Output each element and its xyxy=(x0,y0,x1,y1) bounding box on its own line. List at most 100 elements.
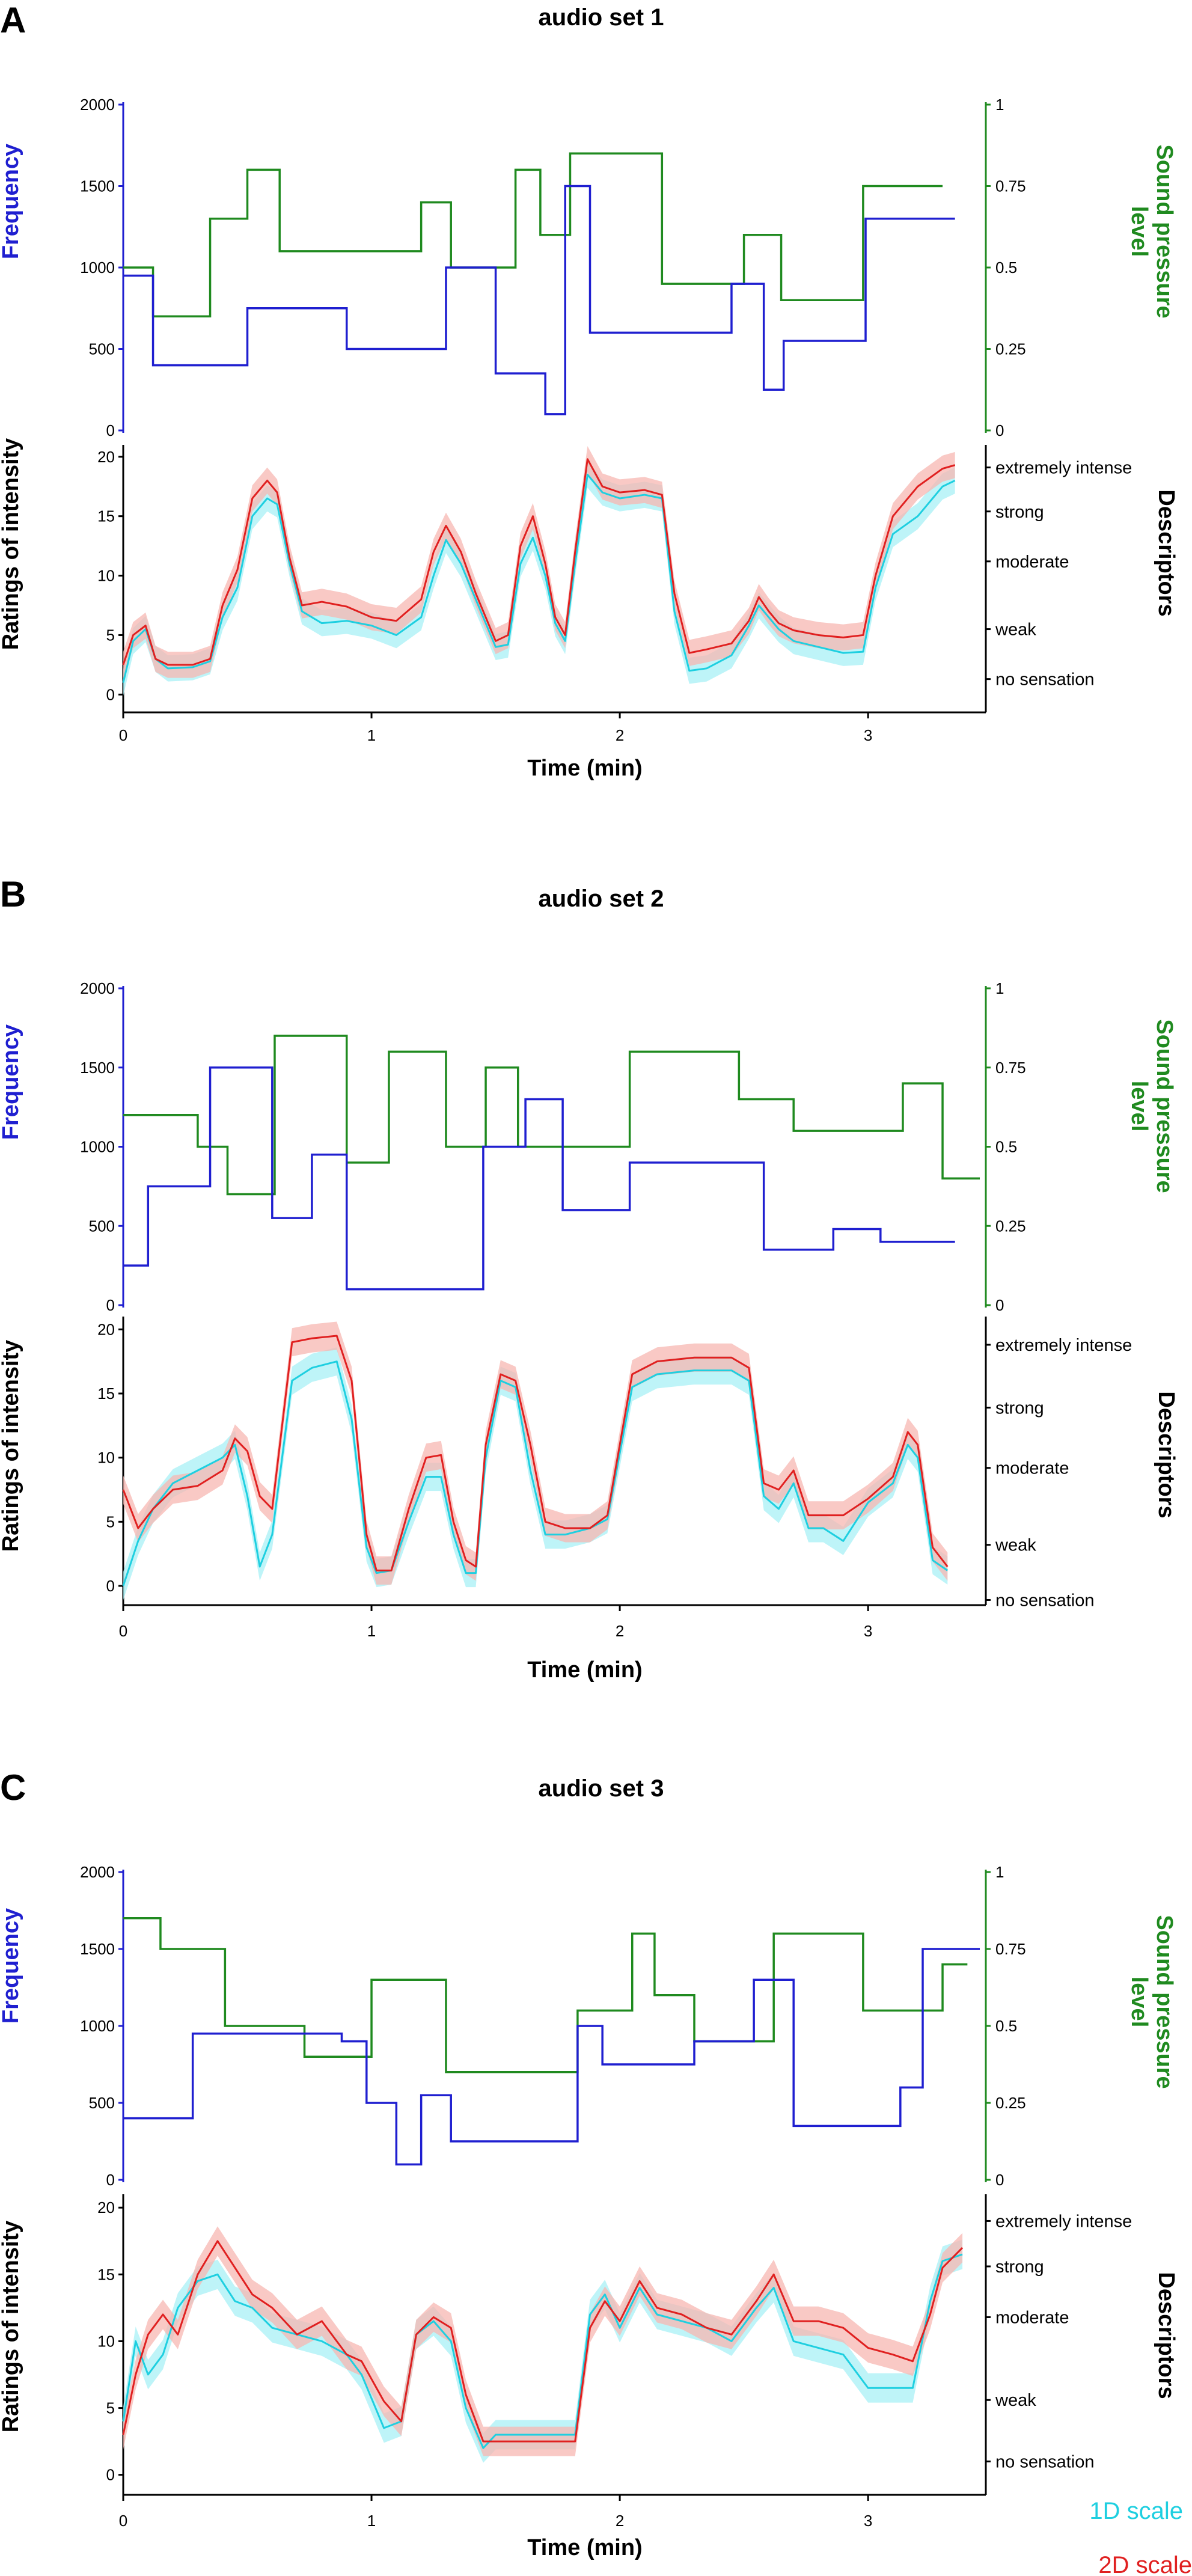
descriptors-axis-title: Descriptors xyxy=(1154,489,1179,616)
descriptor-label: strong xyxy=(995,2257,1044,2277)
frequency-tick-label: 1000 xyxy=(80,1138,115,1156)
spl-axis-title-line1: Sound pressure xyxy=(1152,144,1177,318)
panel-c: C audio set 3 050010001500200000.250.50.… xyxy=(0,1767,1179,2560)
rating-line-2d xyxy=(122,2240,964,2443)
spl-tick-label: 0.75 xyxy=(995,177,1026,195)
rating-line-1d xyxy=(122,473,956,683)
spl-tick-label: 1 xyxy=(995,96,1004,114)
spl-step-line xyxy=(123,1035,980,1196)
frequency-axis-title: Frequency xyxy=(0,1024,23,1140)
spl-tick-label: 0.25 xyxy=(995,340,1026,358)
time-tick-label: 2 xyxy=(616,2512,624,2530)
ratings-tick-label: 20 xyxy=(97,1320,115,1338)
time-tick-label: 1 xyxy=(367,2512,376,2530)
spl-tick-label: 0.25 xyxy=(995,1217,1026,1235)
panel-b: B audio set 2 050010001500200000.250.50.… xyxy=(0,874,1179,1683)
ratings-tick-label: 10 xyxy=(97,2332,115,2350)
descriptor-label: weak xyxy=(995,2391,1036,2410)
spl-tick-label: 1 xyxy=(995,979,1004,997)
rating-line-2d xyxy=(122,458,956,666)
panel-title: audio set 3 xyxy=(539,1775,664,1802)
panel-letter: A xyxy=(0,0,26,40)
panel-title: audio set 1 xyxy=(539,4,664,31)
frequency-tick-label: 1000 xyxy=(80,2017,115,2035)
spl-tick-label: 0 xyxy=(995,1296,1004,1314)
spl-tick-label: 0.5 xyxy=(995,2017,1017,2035)
frequency-tick-label: 500 xyxy=(89,2094,115,2112)
time-tick-label: 1 xyxy=(367,726,376,744)
spl-tick-label: 0 xyxy=(995,2171,1004,2189)
spl-axis-title-line1: Sound pressure xyxy=(1152,1915,1177,2088)
legend-1d-scale: 1D scale xyxy=(1089,2498,1183,2524)
rating-line-2d xyxy=(122,1335,949,1571)
ratings-tick-label: 0 xyxy=(106,1577,115,1595)
descriptor-label: extremely intense xyxy=(995,459,1132,478)
ratings-tick-label: 5 xyxy=(106,1513,115,1531)
spl-step-line xyxy=(123,1917,968,2073)
frequency-tick-label: 0 xyxy=(106,1296,115,1314)
legend-2d-scale: 2D scale xyxy=(1098,2552,1192,2576)
spl-tick-label: 0 xyxy=(995,421,1004,439)
time-tick-label: 1 xyxy=(367,1622,376,1640)
frequency-tick-label: 500 xyxy=(89,1217,115,1235)
stimulus-plot: 0 500 1000 1500 2000 0 0.25 0.5 0.75 1 xyxy=(80,979,1025,1314)
descriptors-axis-title: Descriptors xyxy=(1154,2272,1179,2399)
spl-tick-label: 1 xyxy=(995,1863,1004,1881)
time-tick-label: 3 xyxy=(864,1622,872,1640)
frequency-step-line xyxy=(123,185,955,415)
frequency-axis-title: Frequency xyxy=(0,144,23,259)
time-axis-title: Time (min) xyxy=(527,1657,642,1683)
frequency-tick-label: 1500 xyxy=(80,177,115,195)
frequency-tick-label: 2000 xyxy=(80,1863,115,1881)
spl-step-line xyxy=(123,152,943,318)
ratings-tick-label: 15 xyxy=(97,1384,115,1403)
time-tick-label: 0 xyxy=(119,726,127,744)
frequency-tick-label: 0 xyxy=(106,421,115,439)
panel-letter: B xyxy=(0,874,26,914)
ratings-tick-label: 20 xyxy=(97,2198,115,2217)
frequency-axis-title: Frequency xyxy=(0,1908,23,2024)
ratings-tick-label: 10 xyxy=(97,567,115,585)
ratings-axis-title: Ratings of intensity xyxy=(0,1340,23,1552)
time-tick-label: 2 xyxy=(616,726,624,744)
descriptor-label: extremely intense xyxy=(995,1336,1132,1355)
time-tick-label: 3 xyxy=(864,726,872,744)
frequency-tick-label: 1500 xyxy=(80,1059,115,1077)
descriptor-label: moderate xyxy=(995,2308,1069,2327)
ratings-tick-label: 0 xyxy=(106,2466,115,2484)
frequency-tick-label: 500 xyxy=(89,340,115,358)
spl-tick-label: 0.75 xyxy=(995,1940,1026,1958)
descriptor-label: moderate xyxy=(995,552,1069,572)
descriptor-label: moderate xyxy=(995,1459,1069,1478)
frequency-tick-label: 0 xyxy=(106,2171,115,2189)
frequency-tick-label: 2000 xyxy=(80,979,115,997)
descriptor-label: weak xyxy=(995,1536,1036,1555)
ratings-axis-title: Ratings of intensity xyxy=(0,438,23,650)
spl-tick-label: 0.75 xyxy=(995,1059,1026,1077)
spl-tick-label: 0.5 xyxy=(995,259,1017,277)
descriptors-axis-title: Descriptors xyxy=(1154,1391,1179,1518)
spl-axis-title-line1: Sound pressure xyxy=(1152,1019,1177,1193)
ratings-tick-label: 20 xyxy=(97,448,115,466)
frequency-tick-label: 2000 xyxy=(80,96,115,114)
time-axis-title: Time (min) xyxy=(527,756,642,781)
rating-band-2d xyxy=(123,2226,963,2456)
descriptor-label: no sensation xyxy=(995,2452,1094,2471)
rating-line-1d xyxy=(122,1360,949,1586)
time-tick-label: 0 xyxy=(119,2512,127,2530)
frequency-tick-label: 1000 xyxy=(80,259,115,277)
time-tick-label: 2 xyxy=(616,1622,624,1640)
rating-line-1d xyxy=(122,2253,963,2449)
descriptor-label: strong xyxy=(995,503,1044,522)
panel-title: audio set 2 xyxy=(539,886,664,912)
ratings-axis-title: Ratings of intensity xyxy=(0,2221,23,2433)
panel-letter: C xyxy=(0,1767,26,1808)
frequency-step-line xyxy=(123,1066,955,1291)
rating-band-2d xyxy=(123,445,955,678)
ratings-tick-label: 5 xyxy=(106,626,115,644)
descriptor-label: strong xyxy=(995,1398,1044,1418)
